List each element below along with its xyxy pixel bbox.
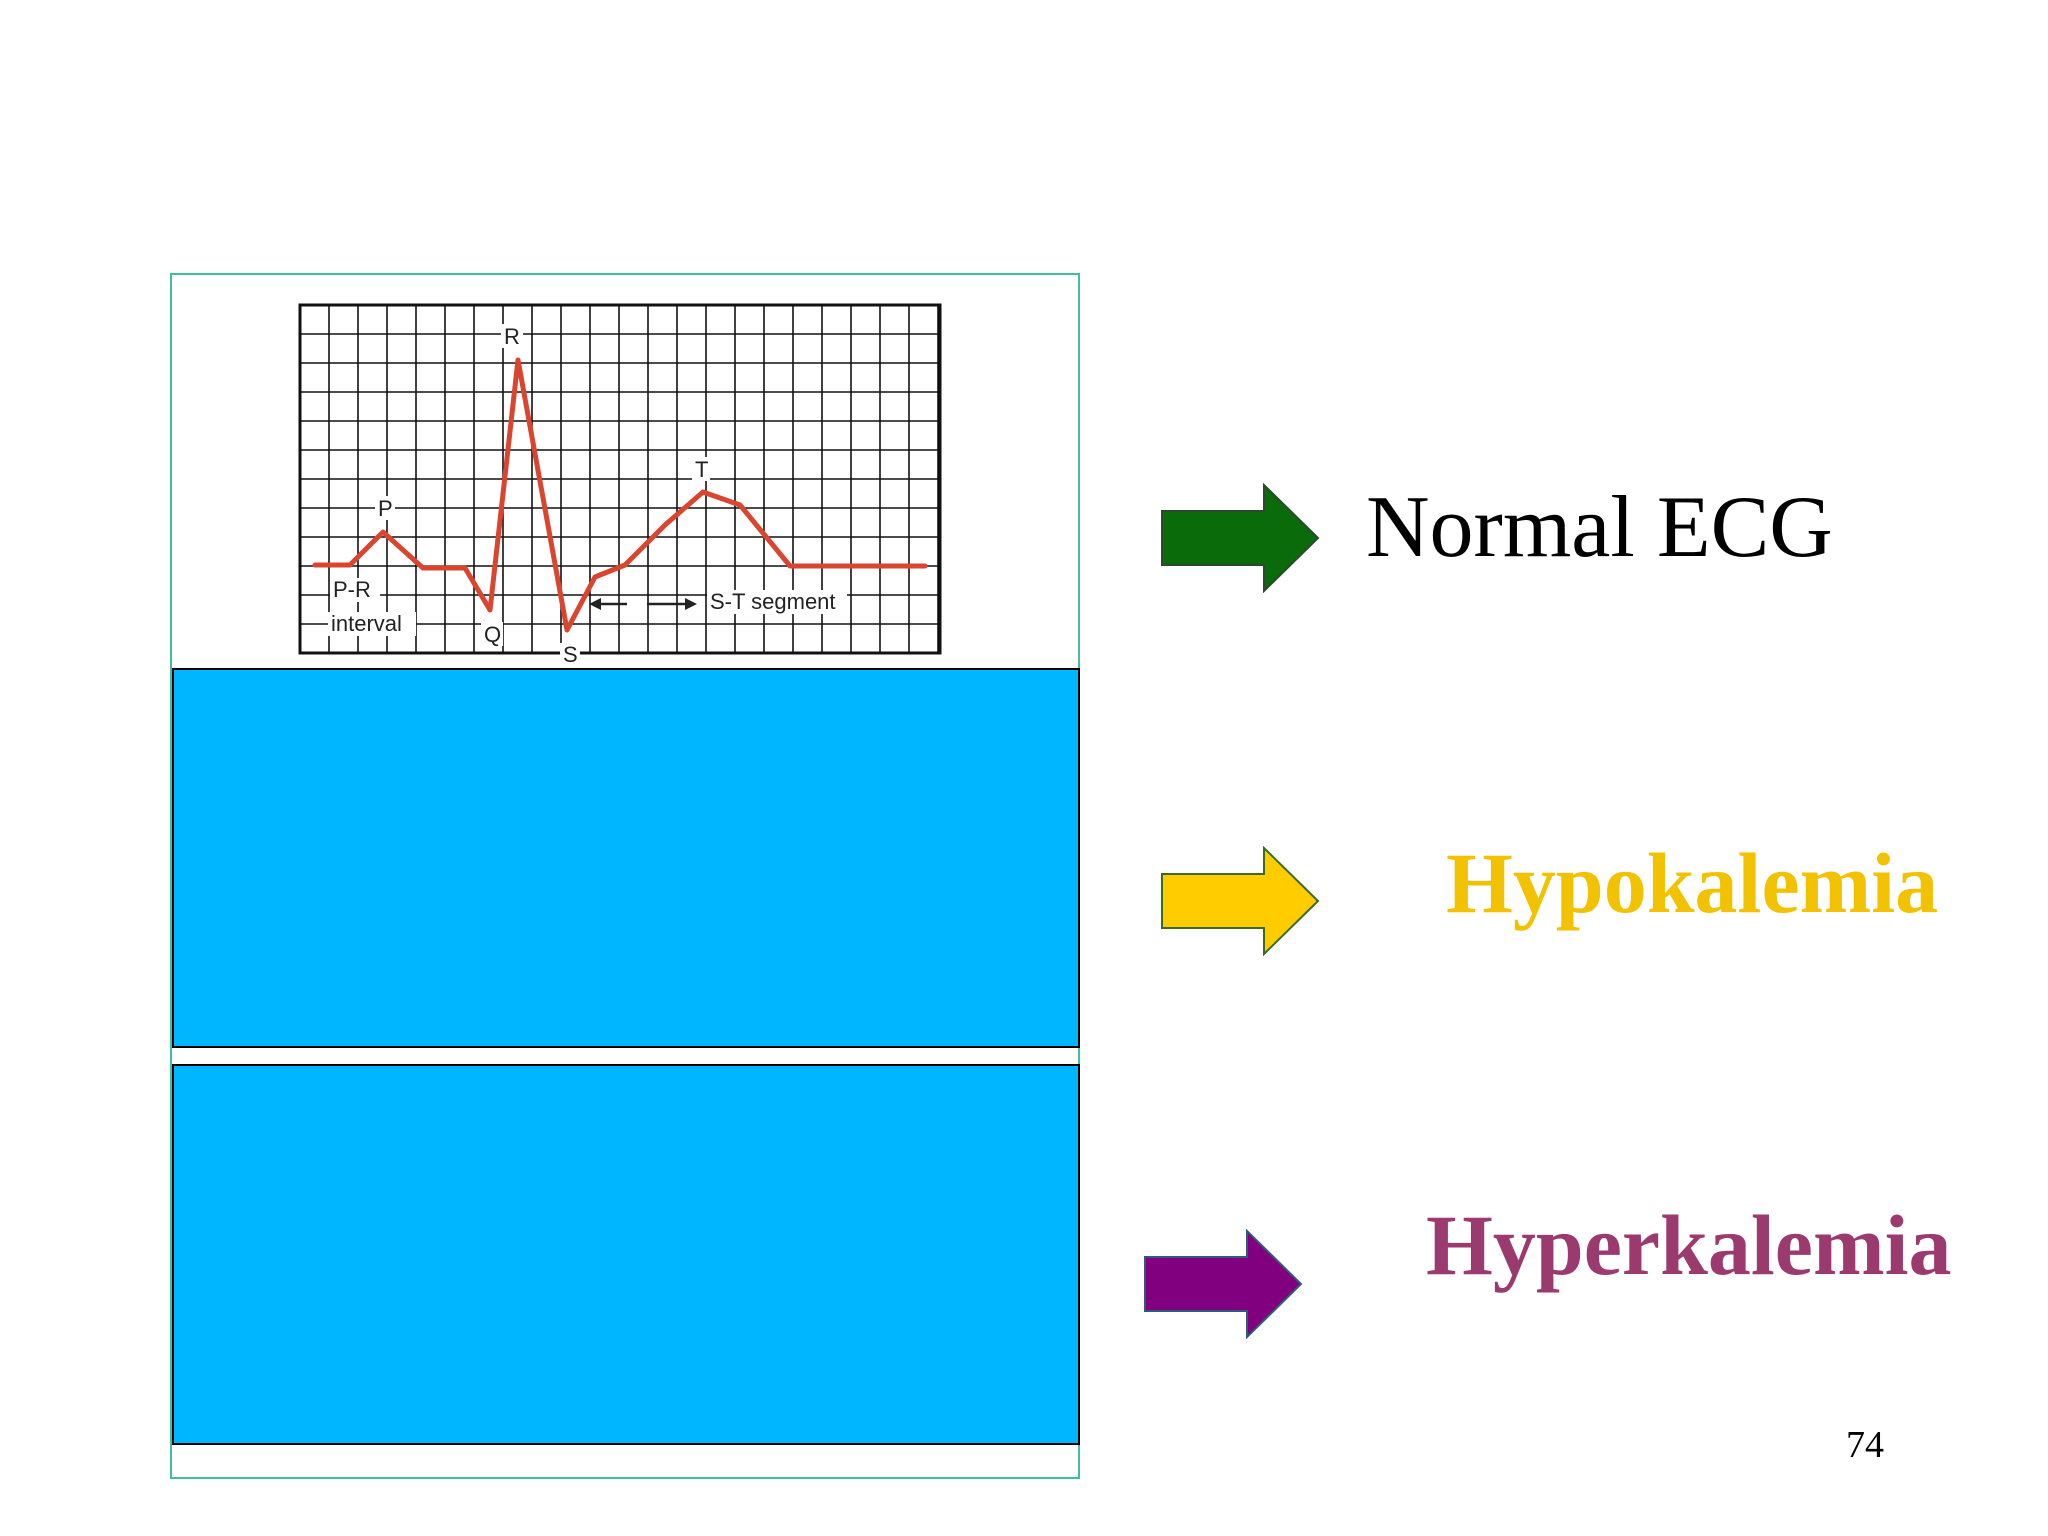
arrow-right-icon-normal <box>1161 483 1320 593</box>
label-t: T <box>695 457 708 482</box>
hyperkalemia-label: Hyperkalemia <box>1426 1197 1952 1293</box>
label-r: R <box>504 324 520 349</box>
normal-ecg-label: Normal ECG <box>1366 479 1833 576</box>
hypokalemia-ecg-cover <box>172 668 1080 1048</box>
hyperkalemia-ecg-cover <box>172 1064 1080 1445</box>
ecg-grid <box>298 303 942 655</box>
label-st-segment: S-T segment <box>710 589 836 614</box>
label-s: S <box>563 642 578 667</box>
label-pr-line2: interval <box>331 611 402 636</box>
label-p: P <box>378 496 393 521</box>
label-q: Q <box>484 622 501 647</box>
label-pr-line1: P-R <box>333 577 371 602</box>
arrow-right-icon-hypokalemia <box>1161 846 1320 956</box>
ecg-labels: R P T P-R interval Q S S-T segment <box>328 324 847 667</box>
ecg-trace <box>312 357 928 633</box>
normal-ecg-diagram: R P T P-R interval Q S S-T segment <box>298 303 942 667</box>
hypokalemia-label: Hypokalemia <box>1446 835 1939 931</box>
page-number: 74 <box>1846 1424 1884 1466</box>
arrow-right-icon-hyperkalemia <box>1144 1229 1303 1339</box>
st-segment-arrow <box>589 598 697 610</box>
